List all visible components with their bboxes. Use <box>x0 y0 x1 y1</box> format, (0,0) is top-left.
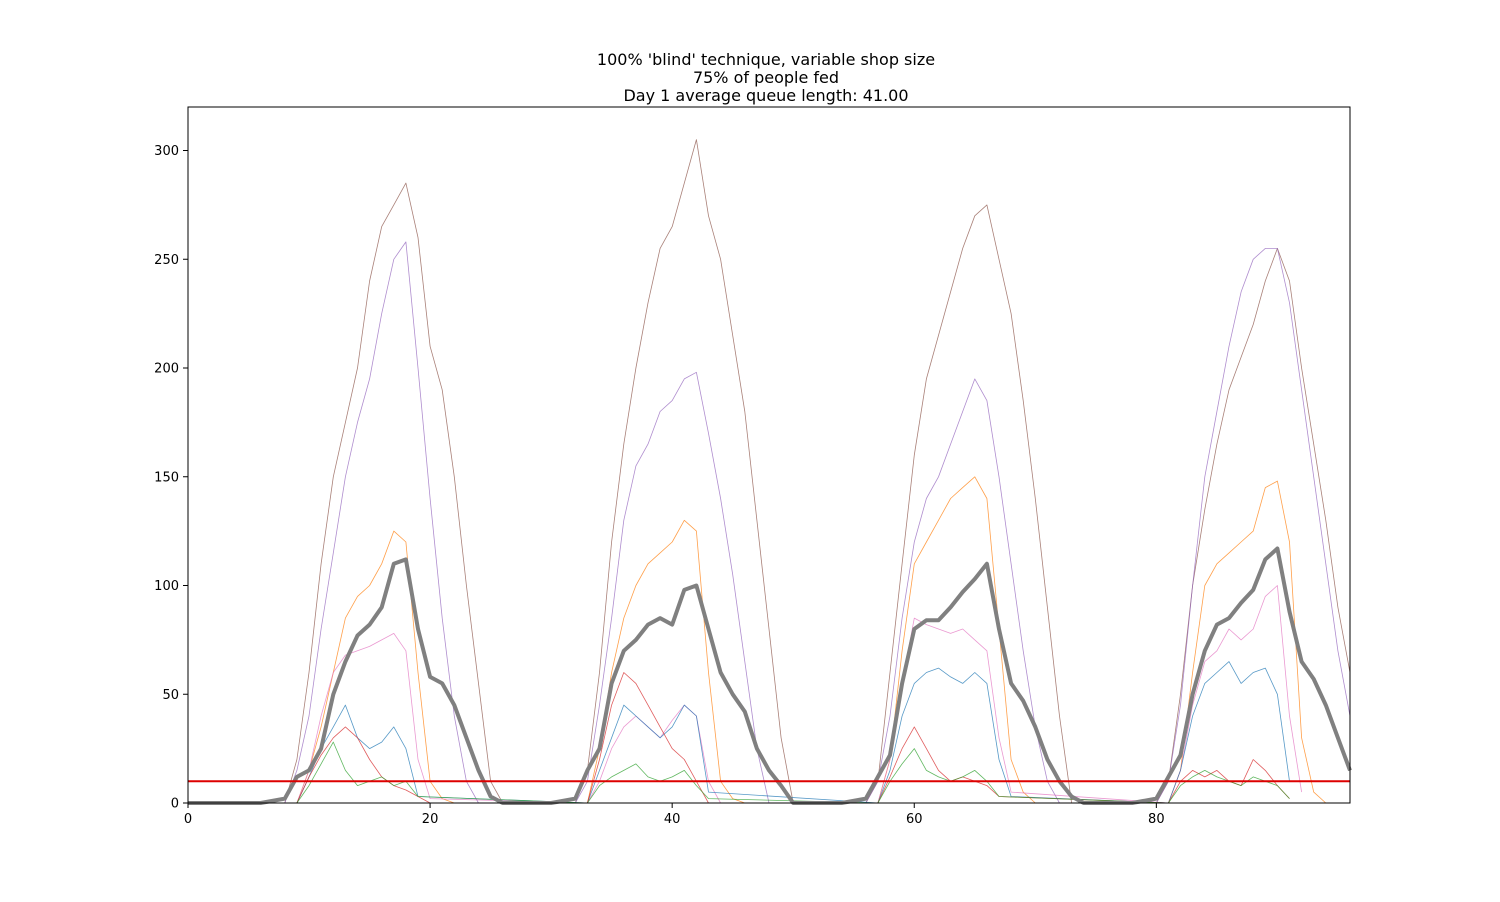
plot-frame <box>187 106 1351 804</box>
x-tick-label: 40 <box>664 812 681 827</box>
y-tick-label: 300 <box>154 144 179 159</box>
chart-title-line-1: 100% 'blind' technique, variable shop si… <box>597 50 935 69</box>
y-tick-label: 0 <box>171 797 179 812</box>
series-layer <box>188 139 1352 805</box>
series-line-brown <box>188 139 1351 804</box>
series-line-pink <box>188 585 1302 804</box>
chart-title-line-3: Day 1 average queue length: 41.00 <box>623 86 908 105</box>
series-line-blue <box>188 661 1290 804</box>
y-tick-label: 100 <box>154 579 179 594</box>
series-line-red <box>188 672 1290 804</box>
y-tick-label: 250 <box>154 253 179 268</box>
y-tick-label: 150 <box>154 470 179 485</box>
mean-series-line <box>188 546 1352 805</box>
x-tick-label: 80 <box>1148 812 1165 827</box>
y-tick-label: 200 <box>154 362 179 377</box>
axes-layer: 0 20 40 60 80 0 50 100 150 200 250 300 <box>154 106 1351 827</box>
series-line-green <box>188 741 1290 804</box>
chart-title-line-2: 75% of people fed <box>693 68 839 87</box>
y-tick-label: 50 <box>162 688 179 703</box>
series-line-orange <box>188 476 1327 804</box>
series-line-purple <box>188 241 1351 804</box>
x-tick-label: 0 <box>184 812 192 827</box>
x-tick-label: 20 <box>422 812 439 827</box>
x-tick-label: 60 <box>906 812 923 827</box>
